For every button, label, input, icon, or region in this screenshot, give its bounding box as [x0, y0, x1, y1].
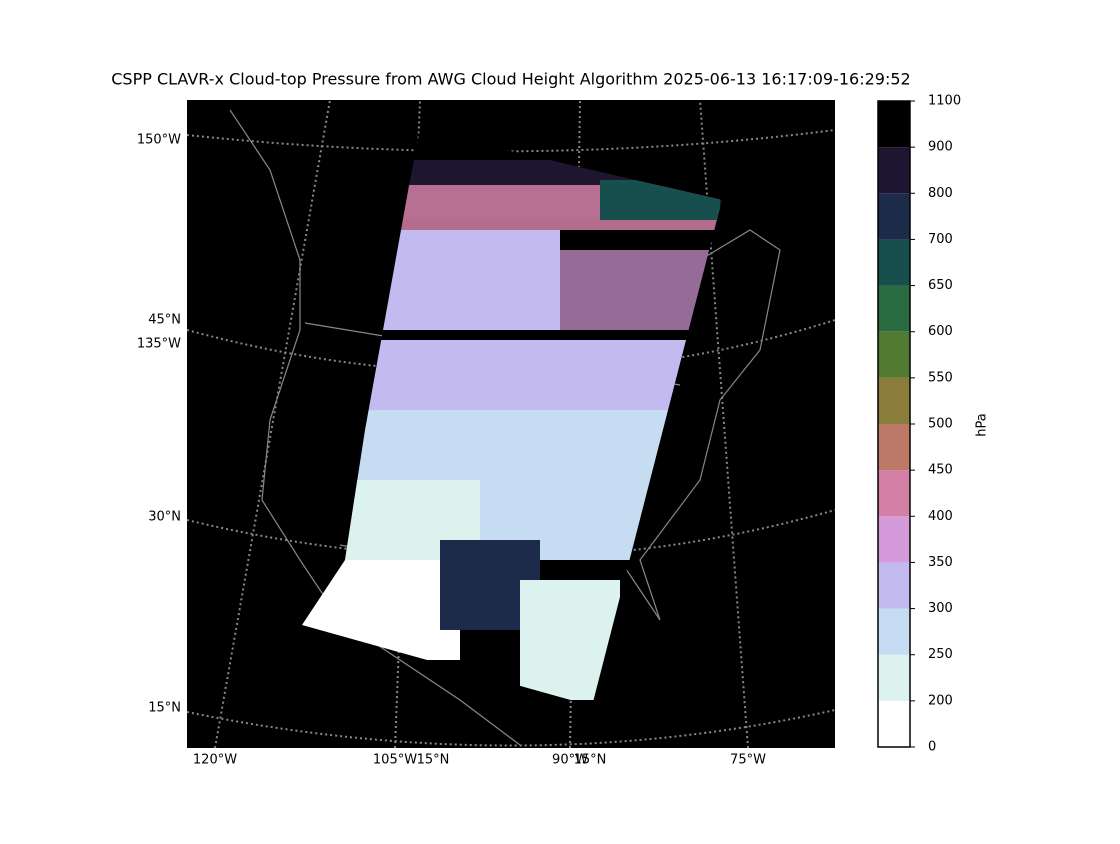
colorbar-segment — [878, 654, 910, 701]
colorbar-tick-label: 0 — [928, 740, 936, 755]
colorbar-segment — [878, 562, 910, 609]
lat-lon-label: 15°N — [417, 753, 450, 768]
colorbar-segment — [878, 470, 910, 517]
lat-lon-label: 75°W — [730, 753, 766, 768]
colorbar-tick-label: 450 — [928, 463, 953, 478]
colorbar-label: hPa — [975, 413, 990, 436]
colorbar: 0 200 250 300 350 400 450 500 550 600 650 700 800 900… — [877, 94, 990, 755]
lat-lon-label: 45°N — [148, 313, 181, 328]
colorbar-tick-label: 800 — [928, 186, 953, 201]
lat-lon-label: 15°N — [574, 753, 607, 768]
colorbar-tick-label: 900 — [928, 140, 953, 155]
colorbar-segment — [878, 377, 910, 424]
colorbar-tick-label: 500 — [928, 417, 953, 432]
colorbar-segment — [878, 193, 910, 240]
lat-lon-label: 135°W — [137, 337, 181, 352]
colorbar-segment — [878, 239, 910, 286]
lat-lon-label: 150°W — [137, 133, 181, 148]
colorbar-tick-label: 200 — [928, 693, 953, 708]
colorbar-tick-label: 600 — [928, 324, 953, 339]
lat-lon-label: 15°N — [148, 701, 181, 716]
colorbar-tick-label: 350 — [928, 555, 953, 570]
colorbar-segment — [878, 147, 910, 194]
colorbar-segment — [878, 101, 910, 148]
colorbar-segment — [878, 608, 910, 655]
map — [187, 100, 835, 748]
lat-lon-label: 105°W — [373, 753, 417, 768]
title: CSPP CLAVR-x Cloud-top Pressure from AWG… — [111, 70, 910, 89]
colorbar-tick-label: 300 — [928, 601, 953, 616]
colorbar-segment — [878, 424, 910, 471]
lat-lon-label: 30°N — [148, 510, 181, 525]
colorbar-tick-label: 400 — [928, 509, 953, 524]
colorbar-segment — [878, 285, 910, 332]
lat-lon-label: 120°W — [193, 753, 237, 768]
colorbar-tick-label: 250 — [928, 647, 953, 662]
colorbar-segment — [878, 516, 910, 563]
colorbar-segment — [878, 700, 910, 747]
colorbar-tick-label: 700 — [928, 232, 953, 247]
lat-lon-label: 90°W — [552, 753, 588, 768]
colorbar-tick-label: 550 — [928, 370, 953, 385]
colorbar-tick-label: 1100 — [928, 94, 961, 109]
colorbar-tick-label: 650 — [928, 278, 953, 293]
colorbar-segment — [878, 331, 910, 378]
